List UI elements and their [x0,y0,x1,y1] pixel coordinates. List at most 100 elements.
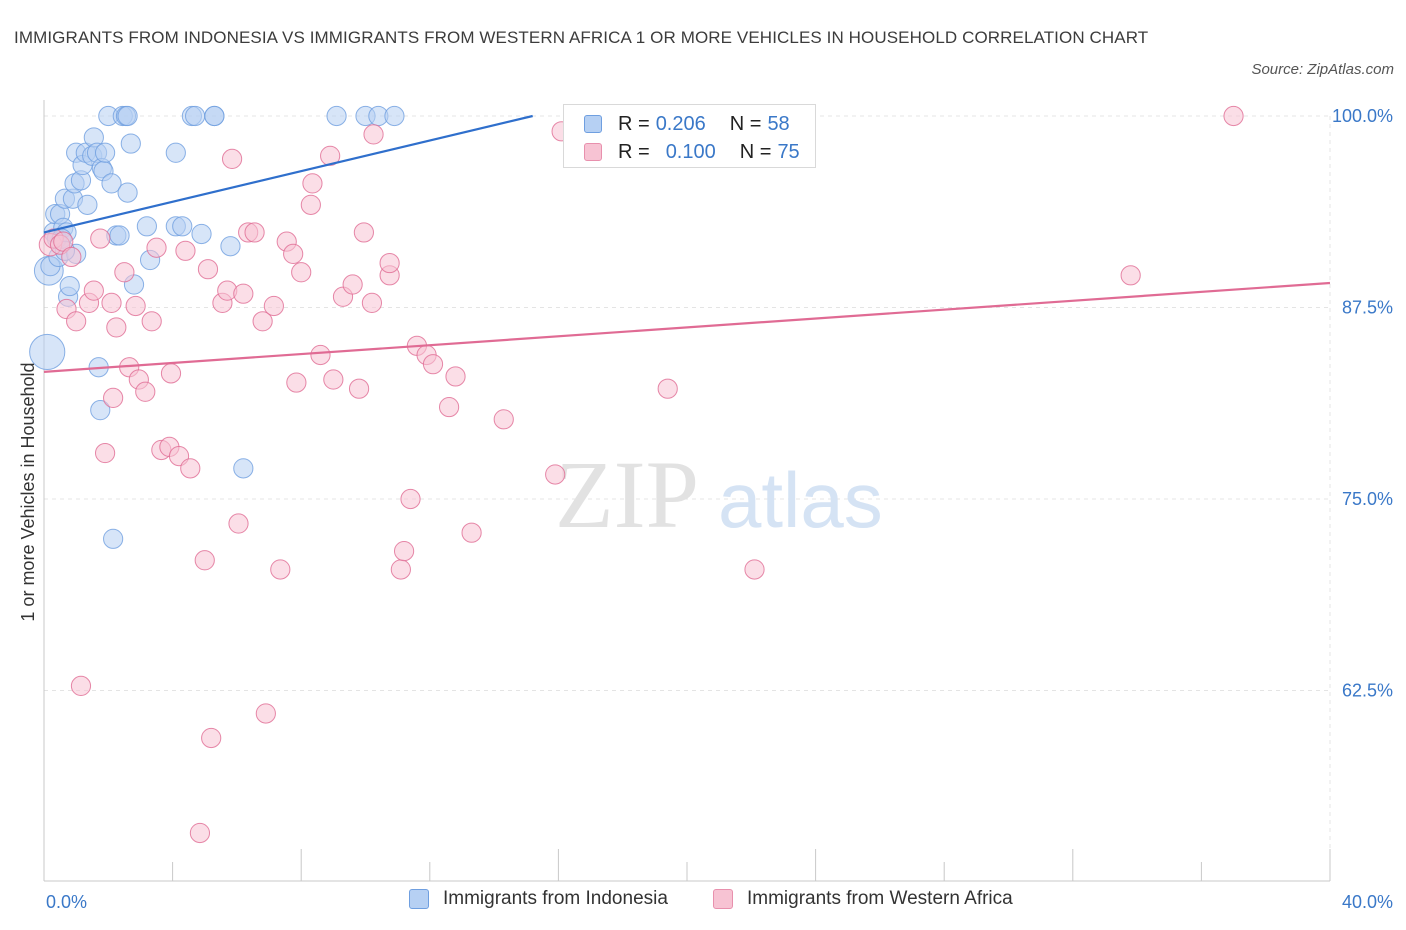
data-point-0-52 [326,105,347,127]
data-point-1-12 [101,292,122,314]
watermark-zip: ZIP [555,441,699,548]
data-point-1-57 [363,124,384,145]
data-point-1-27 [180,458,201,479]
data-point-1-54 [348,378,370,399]
data-point-1-59 [379,252,400,274]
tick-labels: 62.5% 75.0% 87.5% 100.0% 0.0% 40.0% [46,106,1393,912]
legend-r-value-western-africa: 0.100 [665,140,716,163]
data-point-1-44 [283,243,304,264]
data-point-1-35 [228,513,249,534]
data-point-0-12 [59,275,80,297]
legend-swatch-western-africa [584,143,602,161]
data-point-0-31 [103,528,124,549]
legend-n-value-indonesia: 58 [767,112,790,135]
legend-n-label: N = [739,140,772,163]
data-point-1-15 [114,262,135,283]
data-point-1-50 [320,145,341,166]
legend-swatch-western-africa [713,889,733,909]
legend-label-western-africa: Immigrants from Western Africa [747,888,1013,909]
trend-line-0 [43,114,533,234]
trend-line-1 [43,281,1331,373]
data-point-1-41 [263,295,284,317]
data-point-1-30 [197,259,219,280]
y-tick-label-1: 75.0% [1342,489,1393,509]
series-points-0 [29,105,405,549]
legend-r-value-indonesia: 0.206 [655,112,706,135]
data-point-0-20 [77,194,98,215]
data-point-1-48 [302,173,323,194]
data-point-1-62 [400,488,421,510]
data-point-1-66 [438,396,460,418]
legend-n-value-western-africa: 75 [777,140,800,163]
data-point-1-28 [189,822,211,844]
data-point-1-21 [146,237,167,258]
data-point-0-55 [384,105,405,127]
data-point-1-40 [255,703,276,724]
data-point-1-47 [300,194,321,215]
legend-r-label: R = [618,140,650,163]
data-point-1-56 [361,292,383,314]
data-point-0-37 [117,182,138,203]
data-point-1-31 [201,727,222,749]
data-point-1-14 [106,317,127,338]
legend-row-western-africa: R = 0.100 N = 75 [584,138,800,166]
data-point-0-44 [172,216,193,237]
legend-row-indonesia: R = 0.206 N = 58 [584,110,790,138]
data-point-0-38 [120,133,141,154]
legend-n-label: N = [729,112,762,135]
x-tick-label-0: 0.0% [46,892,87,912]
data-point-1-68 [461,522,482,543]
y-tick-label-2: 87.5% [1342,298,1393,318]
data-point-1-65 [422,354,444,375]
y-tick-label-3: 100.0% [1332,106,1393,126]
data-point-1-46 [291,262,312,283]
data-point-1-73 [744,559,765,580]
data-point-1-11 [94,442,116,464]
data-point-1-19 [135,381,156,402]
data-point-1-39 [252,311,273,332]
data-point-1-29 [194,550,215,571]
data-point-0-30 [101,173,122,194]
trend-lines [43,114,1331,373]
source-label: Source: ZipAtlas.com [1251,61,1394,78]
legend-item-indonesia[interactable]: Immigrants from Indonesia [409,888,668,910]
data-point-1-42 [270,559,291,580]
data-point-0-25 [90,400,111,421]
data-point-0-49 [204,105,225,127]
data-point-1-74 [1120,265,1141,286]
data-point-1-9 [83,280,104,301]
watermark-atlas: atlas [718,456,883,544]
data-point-1-69 [493,409,514,430]
legend-label-indonesia: Immigrants from Indonesia [443,888,668,909]
data-point-1-34 [221,148,243,169]
chart-title: IMMIGRANTS FROM INDONESIA VS IMMIGRANTS … [14,28,1149,47]
data-point-extra-0 [1223,105,1244,127]
data-point-1-5 [61,246,82,268]
data-point-1-10 [90,228,111,249]
data-point-1-45 [286,372,307,393]
data-point-0-36 [117,105,138,127]
legend-item-western-africa[interactable]: Immigrants from Western Africa [713,888,1013,910]
series-points-1 [38,121,1141,844]
data-point-0-33 [109,225,130,246]
data-point-0-28 [94,142,116,163]
x-tick-label-1: 40.0% [1342,892,1393,912]
data-point-1-20 [141,311,162,332]
data-point-1-49 [310,344,331,366]
y-axis-label: 1 or more Vehicles in Household [18,362,38,621]
data-point-1-13 [103,387,124,408]
data-point-1-51 [323,369,344,390]
data-point-1-70 [545,464,566,485]
data-point-1-60 [390,559,411,580]
data-point-1-67 [445,366,466,387]
data-point-0-50 [220,236,241,257]
series-legend: Immigrants from Indonesia Immigrants fro… [0,888,1406,916]
data-point-1-6 [66,311,87,332]
data-points [29,105,1244,844]
data-point-1-55 [353,222,374,243]
data-point-1-36 [233,283,254,304]
data-point-1-24 [160,363,182,384]
legend-r-label: R = [618,112,650,135]
data-point-0-42 [165,142,186,163]
